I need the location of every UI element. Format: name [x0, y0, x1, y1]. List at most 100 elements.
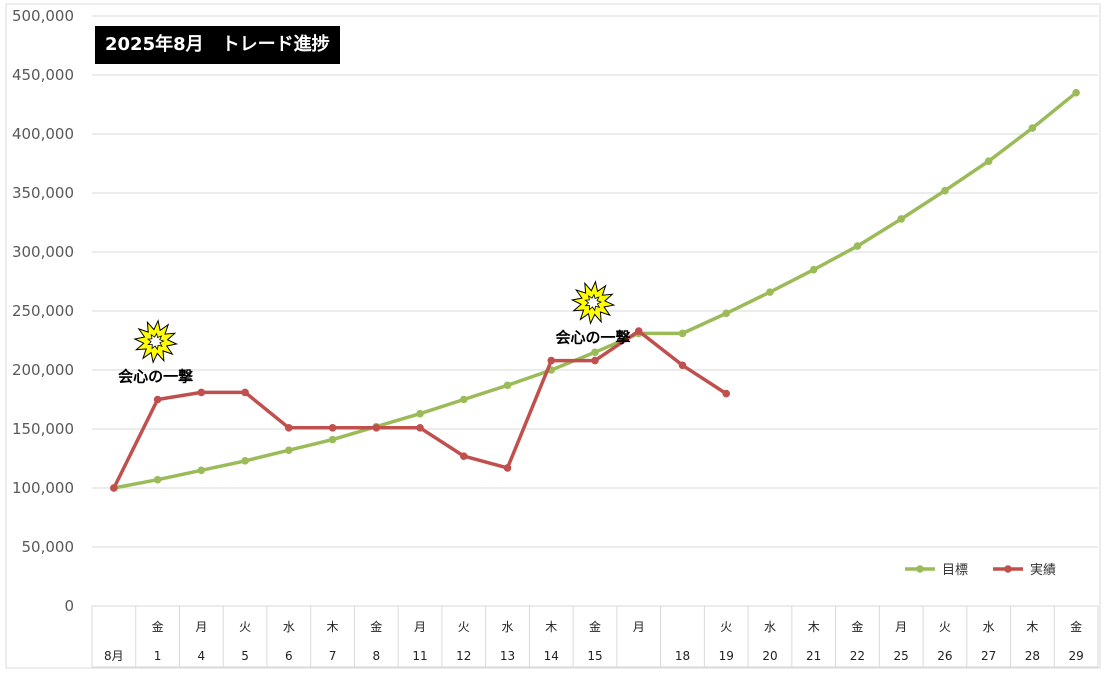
x-day-label: 木	[1026, 620, 1038, 634]
x-date-label: 21	[806, 649, 821, 663]
x-day-label: 火	[939, 620, 951, 634]
data-point	[984, 157, 993, 165]
y-tick-label: 400,000	[12, 125, 74, 143]
data-point	[328, 435, 337, 444]
data-point	[678, 361, 687, 370]
y-tick-label: 500,000	[12, 7, 74, 25]
y-tick-label: 300,000	[12, 243, 74, 261]
x-date-label: 11	[412, 649, 427, 663]
data-point	[459, 395, 468, 404]
x-date-label: 27	[981, 649, 996, 663]
x-day-label: 月	[414, 620, 426, 634]
x-day-label: 金	[370, 619, 382, 634]
y-tick-label: 350,000	[12, 184, 74, 202]
data-point	[591, 348, 599, 357]
burst-center-icon	[584, 293, 603, 312]
y-tick-label: 200,000	[12, 361, 74, 379]
x-date-label: 13	[500, 649, 515, 663]
x-day-label: 木	[327, 620, 339, 634]
y-tick-label: 150,000	[12, 420, 74, 438]
x-day-label: 月	[895, 620, 907, 634]
chart-border	[5, 3, 1101, 669]
x-date-label: 20	[762, 649, 777, 663]
data-point	[722, 389, 731, 398]
data-point	[328, 424, 337, 432]
x-day-label: 月	[633, 620, 645, 634]
x-date-label: 6	[285, 649, 293, 663]
data-point	[285, 446, 293, 455]
y-tick-label: 100,000	[12, 479, 74, 497]
data-point	[809, 265, 818, 274]
data-point	[197, 388, 206, 397]
data-point	[416, 424, 424, 432]
y-tick-label: 0	[64, 597, 74, 615]
legend-marker	[1004, 565, 1012, 573]
y-tick-label: 50,000	[22, 538, 75, 556]
data-point	[372, 424, 381, 432]
x-date-label: 25	[894, 649, 909, 663]
data-point	[678, 329, 687, 338]
data-point	[241, 388, 249, 397]
chart-title: 2025年8月 トレード進捗	[95, 26, 340, 64]
data-point	[197, 466, 206, 475]
data-point	[1028, 124, 1037, 132]
x-date-label: 7	[329, 649, 337, 663]
x-day-label: 金	[1070, 619, 1082, 634]
x-day-label: 水	[764, 620, 776, 634]
x-day-label: 金	[152, 619, 164, 634]
x-date-label: 29	[1068, 649, 1083, 663]
x-day-label: 水	[502, 620, 514, 634]
x-date-label: 18	[675, 649, 690, 663]
annotation-label: 会心の一撃	[555, 329, 630, 347]
x-day-label: 水	[983, 620, 995, 634]
x-date-label: 5	[241, 649, 249, 663]
x-date-label: 14	[544, 649, 559, 663]
x-date-label: 26	[937, 649, 952, 663]
x-date-label: 8	[372, 649, 380, 663]
data-point	[1072, 88, 1080, 97]
data-point	[153, 395, 162, 404]
data-point	[503, 381, 512, 390]
data-point	[634, 327, 643, 335]
data-point	[285, 424, 293, 432]
x-date-label: 28	[1025, 649, 1040, 663]
x-date-label: 1	[154, 649, 162, 663]
data-point	[153, 475, 162, 484]
data-point	[591, 356, 599, 365]
legend-marker	[916, 565, 924, 573]
data-point	[897, 215, 905, 223]
data-point	[766, 288, 774, 296]
x-day-label: 月	[195, 620, 207, 634]
x-day-label: 木	[545, 620, 557, 634]
data-point	[459, 452, 468, 460]
y-tick-label: 450,000	[12, 66, 74, 84]
x-day-label: 金	[851, 619, 863, 634]
data-point	[503, 464, 512, 472]
x-date-label: 22	[850, 649, 865, 663]
legend-label: 目標	[942, 563, 968, 578]
x-date-label: 4	[198, 649, 206, 663]
x-day-label: 火	[239, 620, 251, 634]
x-date-label: 15	[587, 649, 602, 663]
x-date-label: 19	[719, 649, 734, 663]
x-day-label: 火	[720, 620, 732, 634]
x-day-label: 金	[589, 619, 601, 634]
data-point	[853, 242, 862, 250]
data-point	[241, 457, 249, 465]
legend-label: 実績	[1030, 562, 1056, 578]
x-day-label: 木	[808, 620, 820, 634]
data-point	[416, 409, 424, 418]
x-day-label: 水	[283, 620, 295, 634]
x-day-label: 火	[458, 620, 470, 634]
data-point	[110, 484, 118, 492]
series-line	[112, 329, 728, 490]
data-point	[941, 186, 949, 195]
data-point	[722, 309, 731, 318]
data-point	[547, 356, 556, 365]
y-tick-label: 250,000	[12, 302, 74, 320]
x-date-label: 12	[456, 649, 471, 663]
burst-center-icon	[146, 332, 165, 351]
x-date-label: 8月	[104, 649, 124, 663]
